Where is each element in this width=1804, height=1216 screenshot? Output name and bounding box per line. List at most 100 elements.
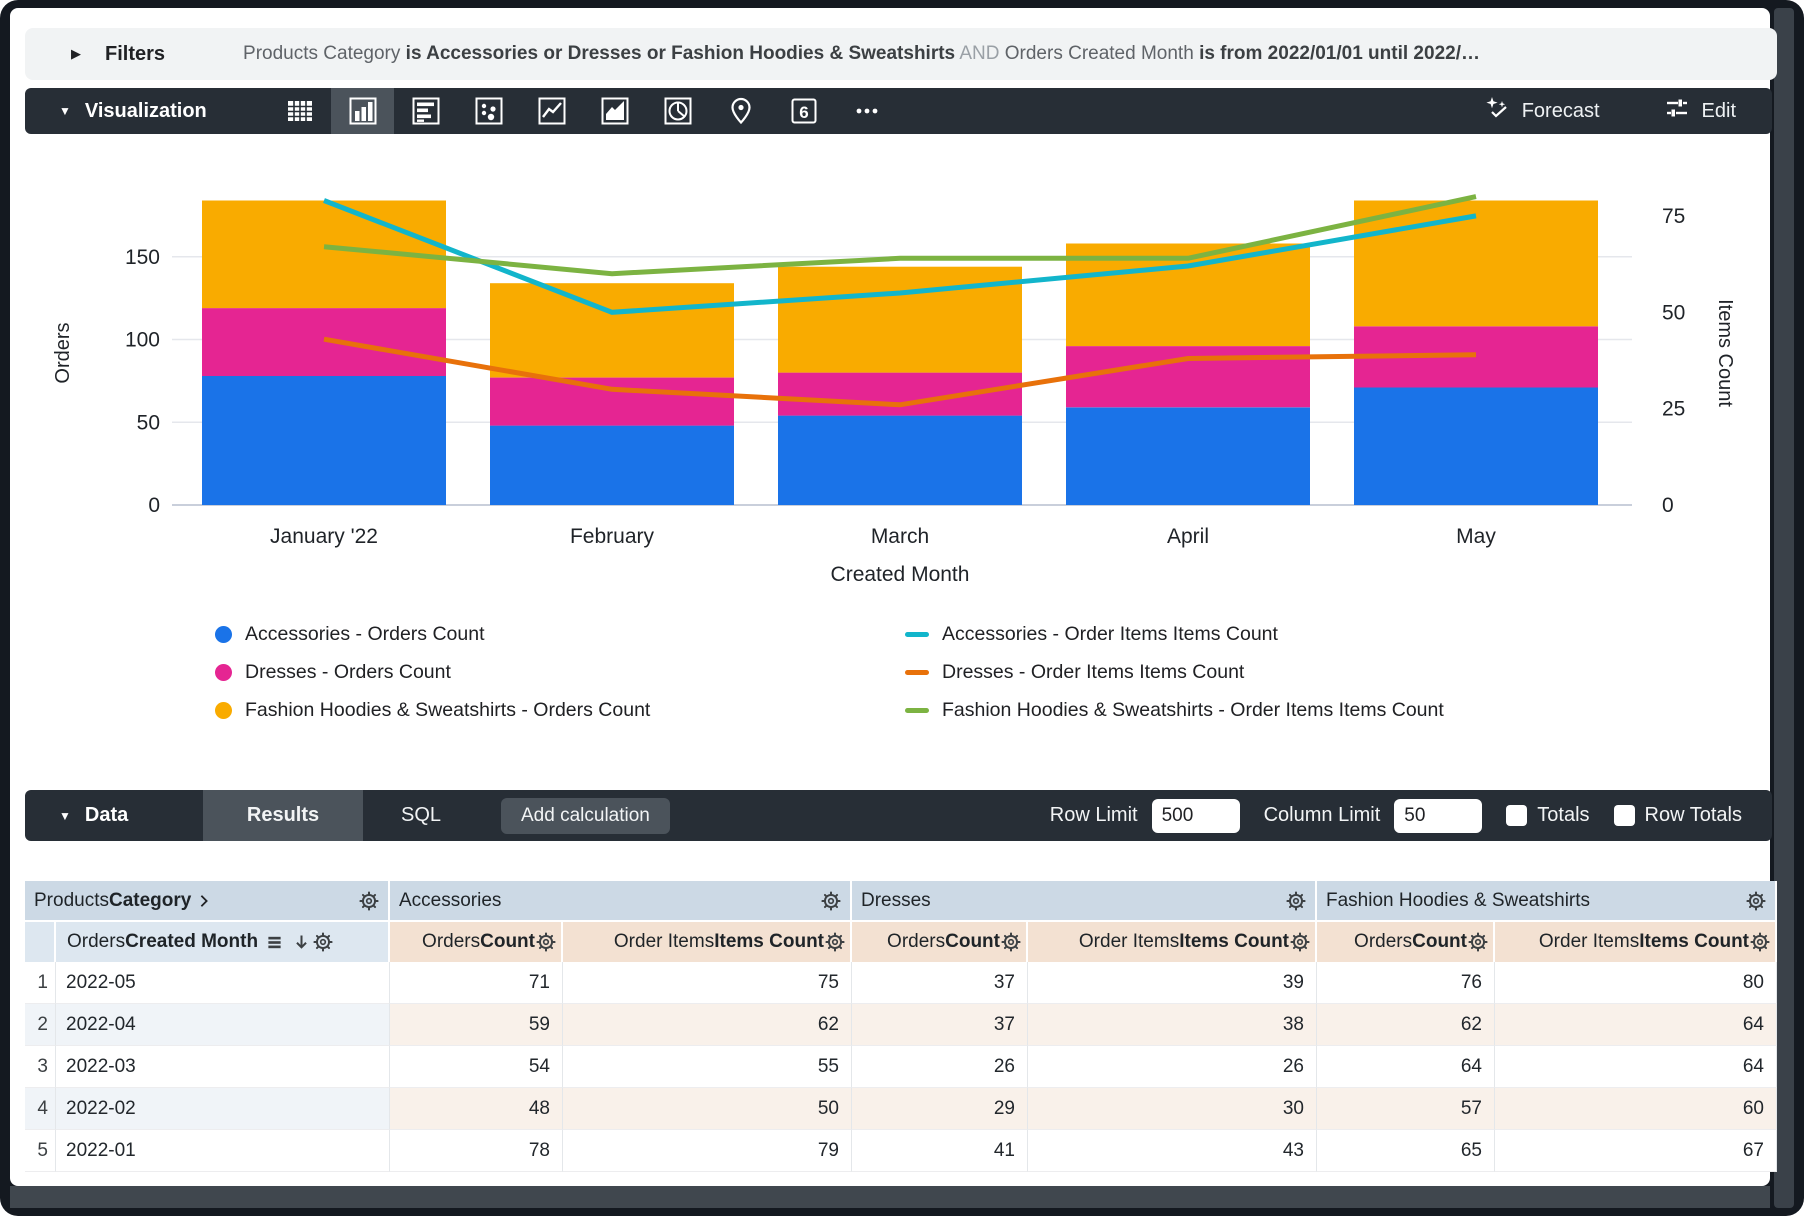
bar-segment[interactable] — [1354, 200, 1598, 327]
bar-segment[interactable] — [1354, 387, 1598, 506]
measure-cell[interactable]: 65 — [1317, 1130, 1495, 1172]
measure-cell[interactable]: 75 — [563, 962, 852, 1004]
measure-cell[interactable]: 26 — [852, 1046, 1028, 1088]
horizontal-scrollbar[interactable] — [10, 1186, 1770, 1208]
pie-chart-viz-button[interactable] — [646, 88, 709, 134]
tab-sql[interactable]: SQL — [400, 804, 442, 826]
line-series[interactable] — [323, 198, 1477, 315]
measure-cell[interactable]: 37 — [852, 962, 1028, 1004]
measure-cell[interactable]: 57 — [1317, 1088, 1495, 1130]
legend-item[interactable]: Fashion Hoodies & Sweatshirts - Orders C… — [215, 698, 650, 722]
column-header-measure[interactable]: Order Items Items Count — [1495, 920, 1777, 962]
more-viz-types-button[interactable] — [835, 88, 898, 134]
legend-item[interactable]: Dresses - Order Items Items Count — [905, 660, 1444, 684]
measure-cell[interactable]: 50 — [563, 1088, 852, 1130]
group-header[interactable]: Dresses — [852, 881, 1317, 920]
measure-cell[interactable]: 37 — [852, 1004, 1028, 1046]
dimension-cell[interactable]: 2022-03 — [56, 1046, 390, 1088]
row-limit-input[interactable] — [1151, 798, 1240, 833]
measure-cell[interactable]: 30 — [1028, 1088, 1317, 1130]
group-header[interactable]: Accessories — [390, 881, 852, 920]
line-series[interactable] — [323, 336, 1477, 408]
gear-icon[interactable] — [1467, 931, 1489, 953]
sort-desc-icon[interactable] — [291, 932, 312, 953]
scatter-viz-button[interactable] — [457, 88, 520, 134]
gear-icon[interactable] — [824, 931, 846, 953]
measure-cell[interactable]: 67 — [1495, 1130, 1777, 1172]
measure-cell[interactable]: 59 — [390, 1004, 563, 1046]
totals-checkbox[interactable] — [1506, 805, 1528, 826]
measure-cell[interactable]: 54 — [390, 1046, 563, 1088]
measure-cell[interactable]: 41 — [852, 1130, 1028, 1172]
bar-chart-viz-button[interactable] — [394, 88, 457, 134]
measure-cell[interactable]: 26 — [1028, 1046, 1317, 1088]
single-value-viz-button[interactable]: 6 — [772, 88, 835, 134]
measure-cell[interactable]: 62 — [1317, 1004, 1495, 1046]
line-series[interactable] — [323, 194, 1477, 277]
filters-bar[interactable]: ▶ Filters Products Category is Accessori… — [25, 28, 1777, 80]
column-header-measure[interactable]: Order Items Items Count — [563, 920, 852, 962]
bar-segment[interactable] — [1066, 407, 1310, 505]
column-header-dimension[interactable]: Orders Created Month — [56, 920, 390, 962]
legend-item[interactable]: Accessories - Order Items Items Count — [905, 622, 1444, 646]
dimension-cell[interactable]: 2022-04 — [56, 1004, 390, 1046]
measure-cell[interactable]: 71 — [390, 962, 563, 1004]
bar-segment[interactable] — [490, 425, 734, 505]
legend-item[interactable]: Fashion Hoodies & Sweatshirts - Order It… — [905, 698, 1444, 722]
legend-item[interactable]: Accessories - Orders Count — [215, 622, 650, 646]
measure-cell[interactable]: 38 — [1028, 1004, 1317, 1046]
gear-icon[interactable] — [1289, 931, 1311, 953]
bar-segment[interactable] — [490, 377, 734, 426]
bar-segment[interactable] — [202, 308, 446, 376]
measure-cell[interactable]: 29 — [852, 1088, 1028, 1130]
dimension-cell[interactable]: 2022-02 — [56, 1088, 390, 1130]
measure-cell[interactable]: 64 — [1317, 1046, 1495, 1088]
map-viz-button[interactable] — [709, 88, 772, 134]
data-section-toggle[interactable]: ▼ Data — [25, 804, 203, 827]
area-chart-viz-button[interactable] — [583, 88, 646, 134]
measure-cell[interactable]: 79 — [563, 1130, 852, 1172]
row-totals-checkbox[interactable] — [1613, 805, 1635, 826]
measure-cell[interactable]: 62 — [563, 1004, 852, 1046]
line-chart-viz-button[interactable] — [520, 88, 583, 134]
gear-icon[interactable] — [1745, 890, 1767, 912]
dimension-cell[interactable]: 2022-05 — [56, 962, 390, 1004]
add-calculation-button[interactable]: Add calculation — [501, 797, 670, 834]
legend-item[interactable]: Dresses - Orders Count — [215, 660, 650, 684]
measure-cell[interactable]: 60 — [1495, 1088, 1777, 1130]
bar-segment[interactable] — [490, 283, 734, 378]
column-header-measure[interactable]: Order Items Items Count — [1028, 920, 1317, 962]
measure-cell[interactable]: 80 — [1495, 962, 1777, 1004]
table-viz-button[interactable] — [268, 88, 331, 134]
gear-icon[interactable] — [1000, 931, 1022, 953]
column-header-measure[interactable]: Orders Count — [1317, 920, 1495, 962]
group-header-dimension[interactable]: Products Category — [25, 881, 390, 920]
gear-icon[interactable] — [535, 931, 557, 953]
edit-button[interactable]: Edit — [1664, 95, 1736, 127]
visualization-section-toggle[interactable]: ▼ Visualization — [25, 100, 268, 123]
group-header[interactable]: Fashion Hoodies & Sweatshirts — [1317, 881, 1777, 920]
forecast-button[interactable]: Forecast — [1484, 95, 1600, 127]
dimension-cell[interactable]: 2022-01 — [56, 1130, 390, 1172]
measure-cell[interactable]: 64 — [1495, 1004, 1777, 1046]
gear-icon[interactable] — [820, 890, 842, 912]
group-rows-icon[interactable] — [264, 932, 285, 953]
measure-cell[interactable]: 55 — [563, 1046, 852, 1088]
gear-icon[interactable] — [1285, 890, 1307, 912]
measure-cell[interactable]: 39 — [1028, 962, 1317, 1004]
gear-icon[interactable] — [1749, 931, 1771, 953]
column-header-measure[interactable]: Orders Count — [852, 920, 1028, 962]
bar-segment[interactable] — [778, 415, 1022, 505]
column-header-measure[interactable]: Orders Count — [390, 920, 563, 962]
measure-cell[interactable]: 76 — [1317, 962, 1495, 1004]
gear-icon[interactable] — [312, 931, 334, 953]
bar-segment[interactable] — [778, 372, 1022, 416]
measure-cell[interactable]: 43 — [1028, 1130, 1317, 1172]
column-limit-input[interactable] — [1394, 798, 1483, 833]
measure-cell[interactable]: 48 — [390, 1088, 563, 1130]
tab-results[interactable]: Results — [203, 790, 363, 841]
filters-expand-icon[interactable]: ▶ — [71, 46, 81, 61]
chevron-right-icon[interactable] — [195, 892, 213, 910]
measure-cell[interactable]: 64 — [1495, 1046, 1777, 1088]
gear-icon[interactable] — [358, 890, 380, 912]
